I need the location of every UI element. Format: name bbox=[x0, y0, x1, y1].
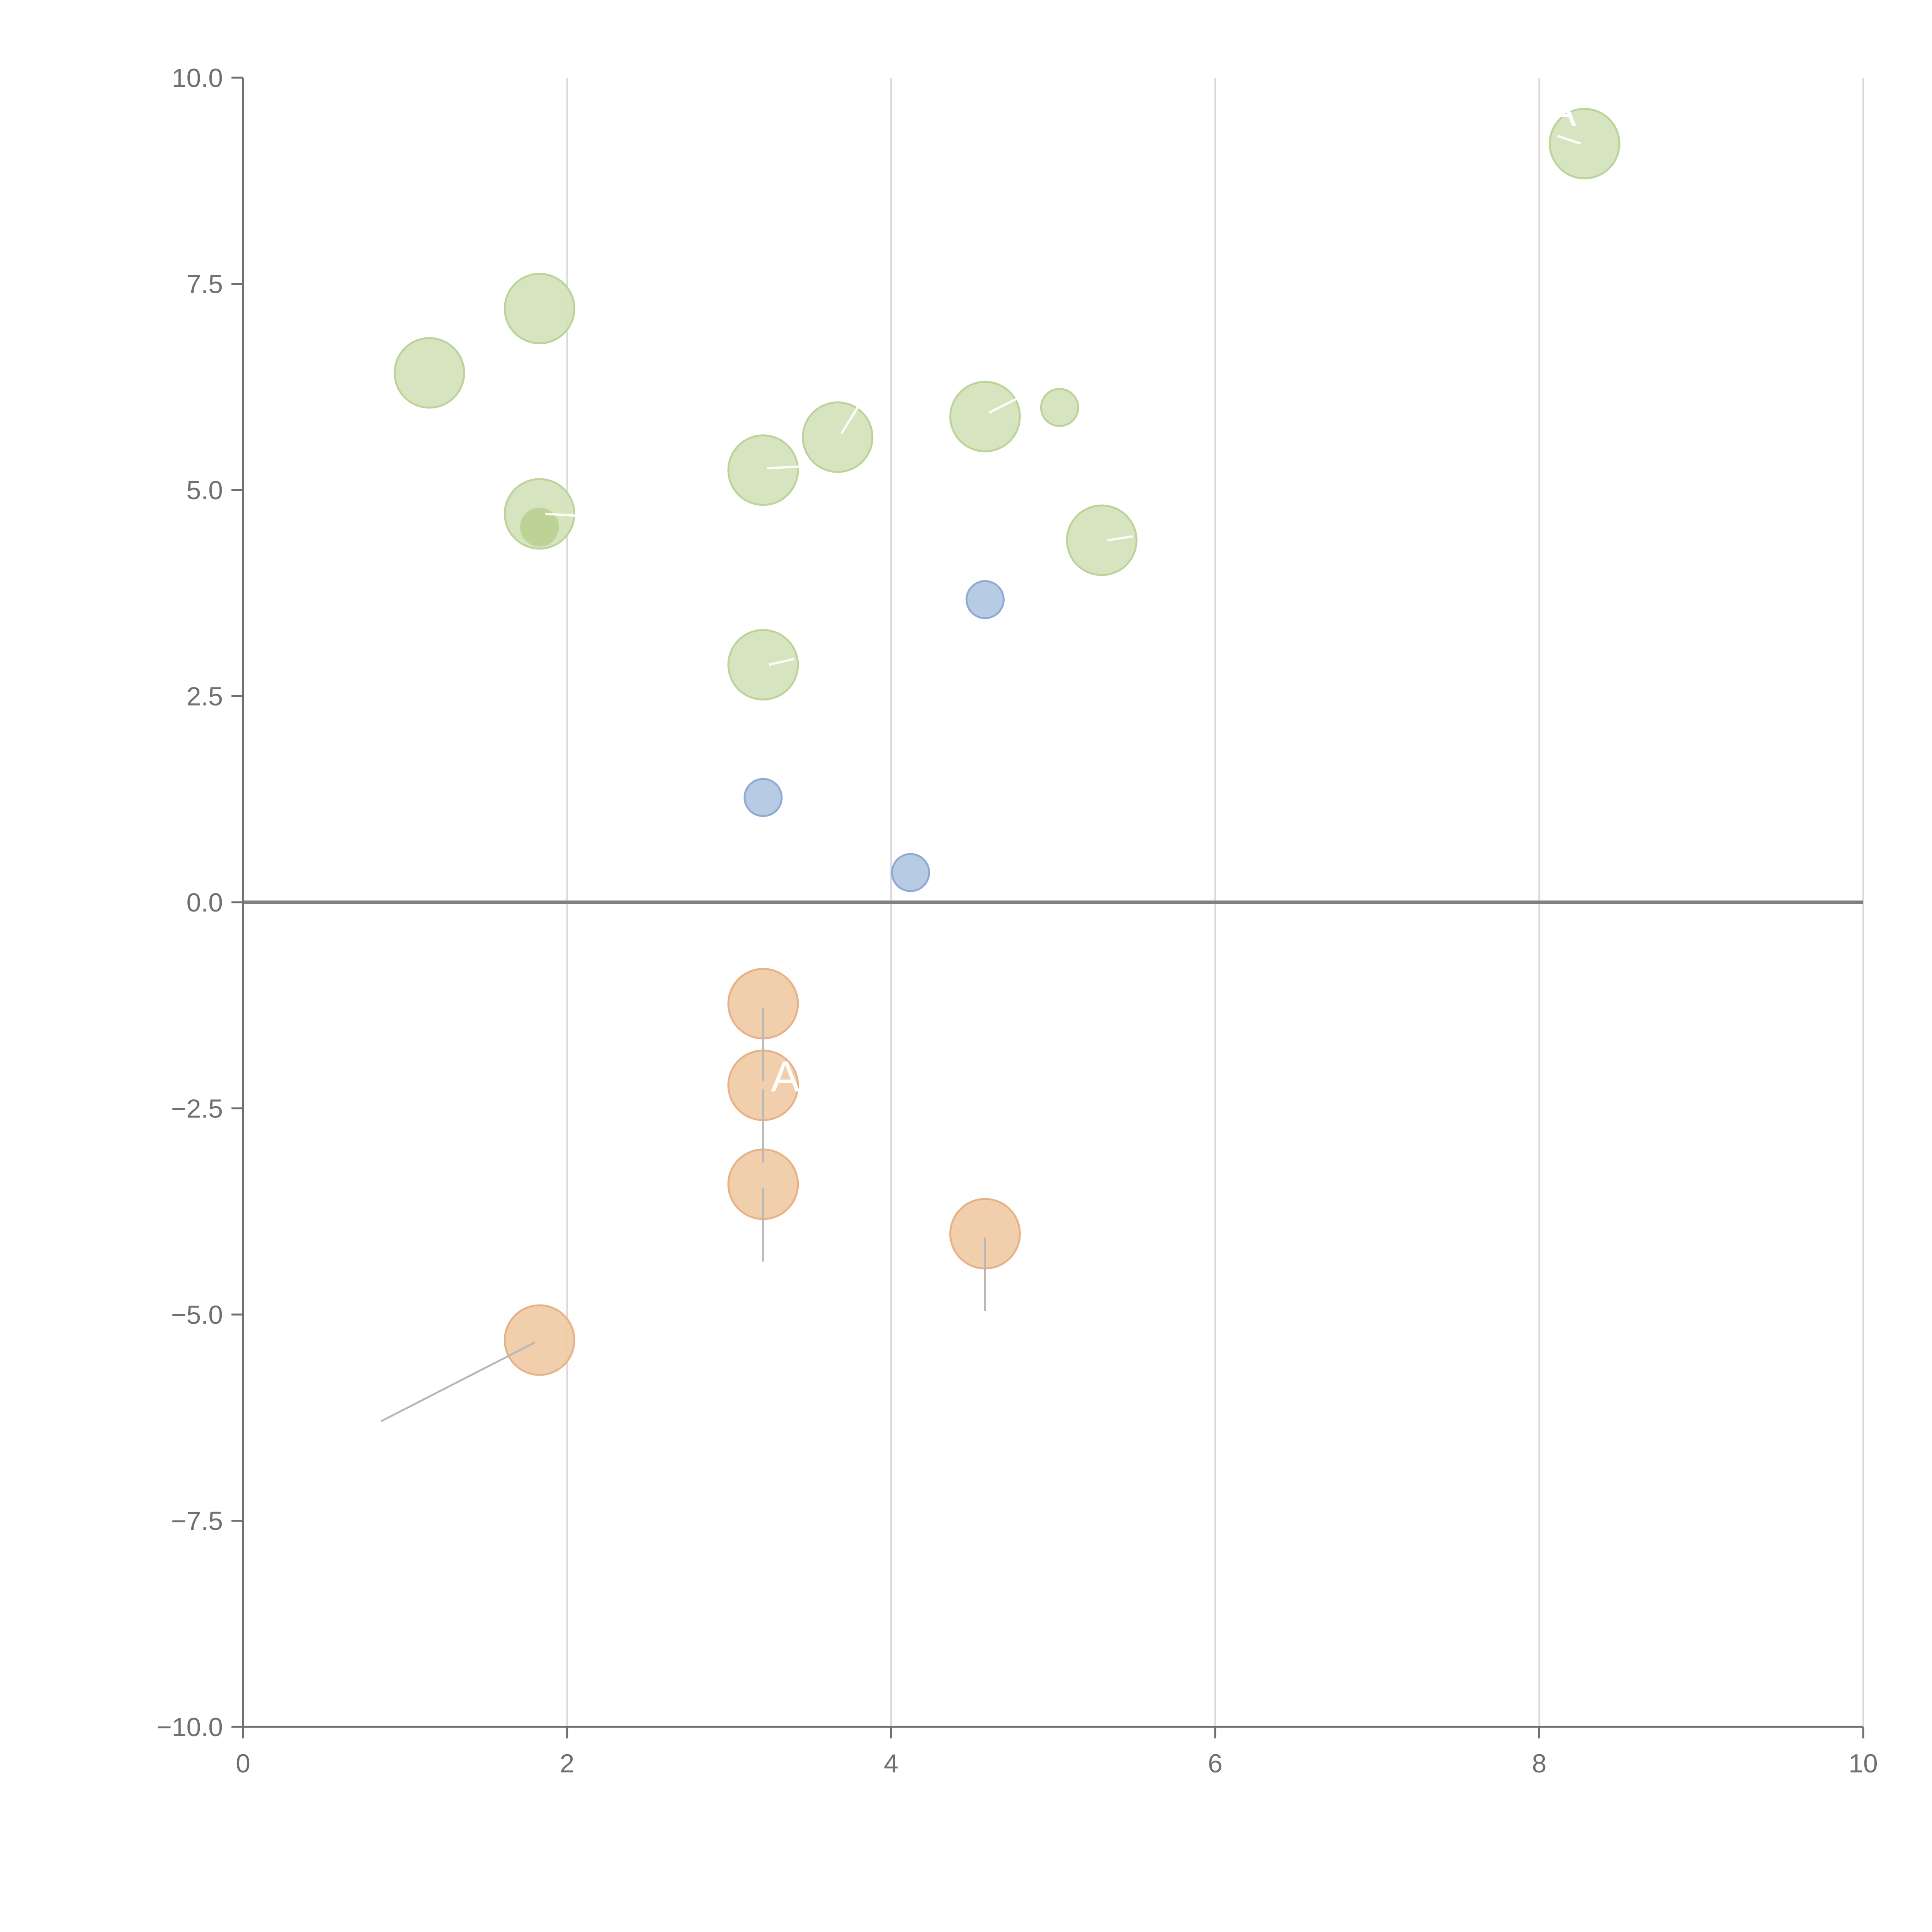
blue-point bbox=[965, 580, 1005, 619]
green-point bbox=[1549, 108, 1621, 180]
leader-line bbox=[381, 1341, 536, 1422]
point-label: A bbox=[771, 1052, 800, 1100]
green-point bbox=[520, 507, 559, 547]
x-tick-label: 0 bbox=[236, 1749, 250, 1778]
green-point bbox=[727, 629, 799, 701]
green-point bbox=[802, 401, 874, 473]
label-leader-line bbox=[1557, 134, 1581, 145]
y-tick-label: 7.5 bbox=[186, 270, 223, 299]
green-point bbox=[393, 337, 465, 409]
y-tick-label: 10.0 bbox=[172, 63, 223, 93]
axes-layer: 10.0 7.5 5.0 2.5 0.0 −2.5 −5.0 −7.5 −10.0 0 2 4 6 8 10 bbox=[156, 63, 1878, 1778]
x-tick-label: 8 bbox=[1532, 1749, 1546, 1778]
y-tick-label: 2.5 bbox=[186, 682, 223, 711]
blue-point bbox=[743, 778, 783, 817]
y-tick-label: −7.5 bbox=[171, 1507, 223, 1536]
points-layer bbox=[393, 108, 1621, 1376]
y-tick-label: −5.0 bbox=[171, 1300, 223, 1330]
green-point bbox=[949, 381, 1021, 452]
label-leader-line bbox=[545, 512, 578, 517]
blue-point bbox=[891, 853, 930, 892]
label-leader-line bbox=[840, 401, 862, 434]
green-point bbox=[503, 273, 575, 345]
x-tick-label: 6 bbox=[1208, 1749, 1223, 1778]
y-tick-label: −10.0 bbox=[156, 1713, 223, 1742]
y-tick-label: 5.0 bbox=[186, 476, 223, 505]
green-point bbox=[1066, 504, 1138, 576]
grid-layer bbox=[243, 78, 1864, 1727]
y-tick-label: 0.0 bbox=[186, 888, 223, 917]
x-tick-label: 10 bbox=[1849, 1749, 1878, 1778]
label-leader-line bbox=[769, 658, 794, 666]
point-label: A bbox=[1547, 87, 1576, 135]
label-leader-line bbox=[767, 465, 806, 469]
green-point bbox=[1040, 388, 1079, 427]
y-tick-label: −2.5 bbox=[171, 1094, 223, 1124]
x-tick-label: 2 bbox=[560, 1749, 575, 1778]
x-tick-label: 4 bbox=[884, 1749, 898, 1778]
label-leader-line bbox=[1107, 535, 1133, 542]
green-point bbox=[727, 434, 799, 506]
overlay-layer: AA bbox=[381, 87, 1581, 1422]
label-leader-line bbox=[988, 396, 1020, 414]
orange-point bbox=[503, 1304, 575, 1376]
